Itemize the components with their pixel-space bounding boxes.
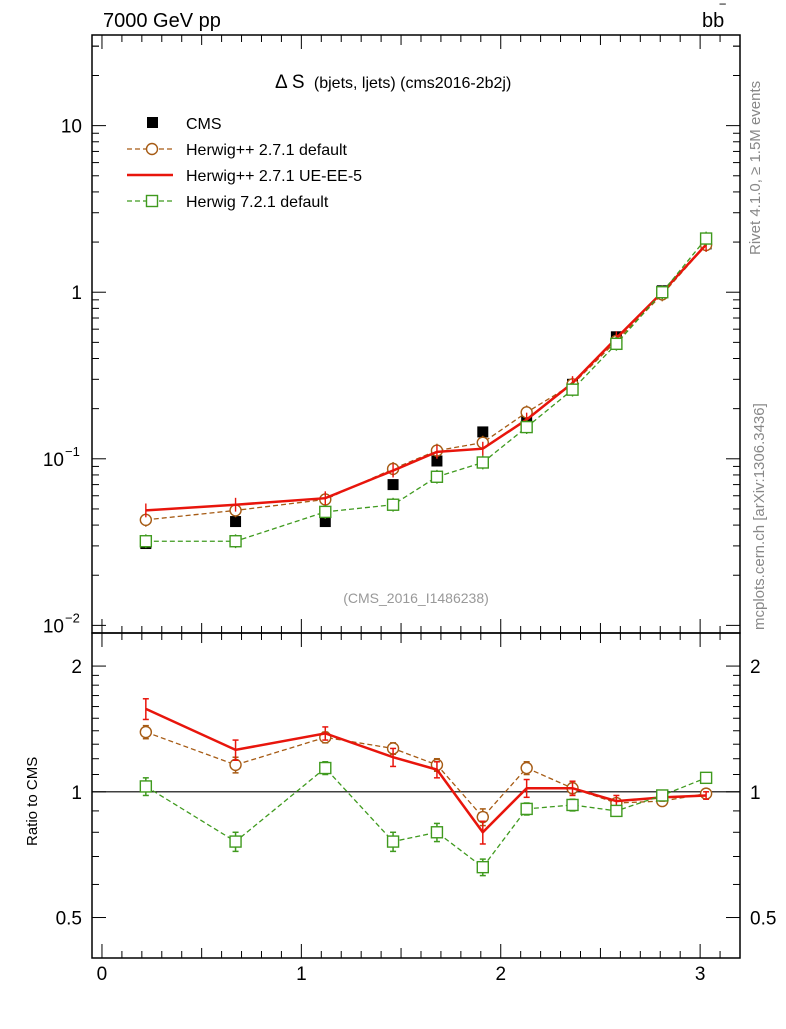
ratio-point-herwig7-default	[139, 780, 153, 793]
ratio-point-herwig7-default	[610, 804, 623, 818]
ratio-line-herwig7-default	[145, 767, 707, 869]
main-y-tick-exponent: −2	[65, 610, 80, 625]
series-point-herwig7-default	[229, 535, 242, 548]
ratio-panel	[91, 632, 741, 959]
legend-label-cms: CMS	[186, 116, 222, 133]
ratio-point-herwig7-default	[476, 860, 489, 874]
series-point-herwig7-default	[430, 470, 444, 483]
legend-item-herwig7-default: Herwig 7.2.1 default	[127, 194, 329, 211]
process-bar: ‾	[719, 3, 726, 20]
ratio-point-herwig7-default	[566, 798, 579, 812]
series-line-herwigpp-ueee5	[145, 243, 708, 512]
series-point-herwig7-default	[656, 286, 669, 299]
ratio-point-herwig7-default	[430, 826, 444, 839]
legend-item-cms: CMS	[147, 116, 222, 133]
series-line-herwig7-default	[145, 238, 707, 542]
data-point-cms	[387, 479, 399, 491]
data-point-cms	[431, 455, 443, 467]
series-point-herwig7-default	[520, 420, 533, 434]
legend-marker-herwigpp-default	[145, 142, 159, 156]
ratio-y-tick-label: 0.5	[56, 909, 82, 930]
legend-label-herwigpp-default: Herwig++ 2.7.1 default	[186, 142, 348, 159]
legend-label-herwigpp-ueee5: Herwig++ 2.7.1 UE-EE-5	[186, 168, 362, 185]
x-tick-label: 1	[296, 964, 307, 985]
ratio-y-tick-label-right: 2	[750, 657, 761, 678]
ratio-y-tick-label-right: 0.5	[750, 909, 776, 930]
series-point-herwig7-default	[476, 456, 489, 469]
ratio-point-herwig7-default	[520, 802, 533, 816]
main-y-tick-label: 10	[43, 450, 64, 471]
ratio-point-herwig7-default	[229, 835, 242, 848]
chart-title-symbol: Δ S	[275, 72, 305, 93]
legend: CMS Herwig++ 2.7.1 default Herwig++ 2.7.…	[127, 116, 362, 211]
process-label: bb	[702, 10, 724, 32]
legend-item-herwigpp-default: Herwig++ 2.7.1 default	[127, 142, 348, 159]
series-point-herwig7-default	[699, 232, 713, 245]
ratio-point-herwigpp-default	[229, 758, 242, 772]
legend-marker-cms	[147, 117, 158, 128]
x-tick-label: 3	[695, 964, 706, 985]
mcplots-label: mcplots.cern.ch [arXiv:1306.3436]	[751, 403, 768, 630]
series-point-herwig7-default	[386, 498, 400, 511]
ratio-y-axis: 0.5 0.5 1 1 2 2	[56, 657, 777, 929]
data-point-cms	[477, 426, 489, 438]
ratio-point-herwigpp-default	[520, 761, 533, 775]
legend-marker-herwig7-default	[145, 194, 159, 208]
main-y-tick-exponent: −1	[65, 444, 80, 459]
ratio-point-herwig7-default	[699, 771, 713, 785]
analysis-watermark: (CMS_2016_I1486238)	[343, 590, 489, 606]
data-point-cms	[319, 516, 331, 528]
series-point-herwig7-default	[566, 383, 579, 396]
main-series-layer	[139, 231, 713, 550]
ratio-ylabel: Ratio to CMS	[24, 757, 41, 846]
data-point-cms	[230, 516, 242, 528]
x-axis: 0 1 2 3	[97, 35, 741, 985]
main-y-tick-label: 1	[71, 283, 82, 304]
x-tick-label: 2	[495, 964, 506, 985]
ratio-y-tick-label: 2	[71, 657, 82, 678]
ratio-point-herwigpp-default	[139, 725, 153, 739]
rivet-label: Rivet 4.1.0, ≥ 1.5M events	[747, 81, 764, 255]
series-point-herwig7-default	[319, 505, 332, 519]
ratio-y-tick-label-right: 1	[750, 783, 761, 804]
legend-label-herwig7-default: Herwig 7.2.1 default	[186, 194, 329, 211]
series-point-herwig7-default	[610, 337, 623, 351]
ratio-series-layer	[139, 698, 713, 877]
legend-item-herwigpp-ueee5: Herwig++ 2.7.1 UE-EE-5	[127, 168, 362, 185]
main-y-tick-label: 10	[61, 117, 82, 138]
x-tick-label: 0	[97, 964, 108, 985]
chart-title: Δ S (bjets, ljets) (cms2016-2b2j)	[275, 72, 511, 93]
ratio-point-herwig7-default	[386, 835, 400, 848]
ratio-point-herwig7-default	[656, 789, 669, 802]
series-point-herwig7-default	[139, 535, 153, 548]
chart-subtitle: (bjets, ljets) (cms2016-2b2j)	[314, 75, 511, 92]
ratio-y-tick-label: 1	[71, 783, 82, 804]
ratio-point-herwig7-default	[319, 761, 332, 775]
main-y-tick-label: 10	[43, 616, 64, 637]
energy-label: 7000 GeV pp	[103, 10, 221, 32]
series-line-herwigpp-default	[145, 244, 707, 521]
